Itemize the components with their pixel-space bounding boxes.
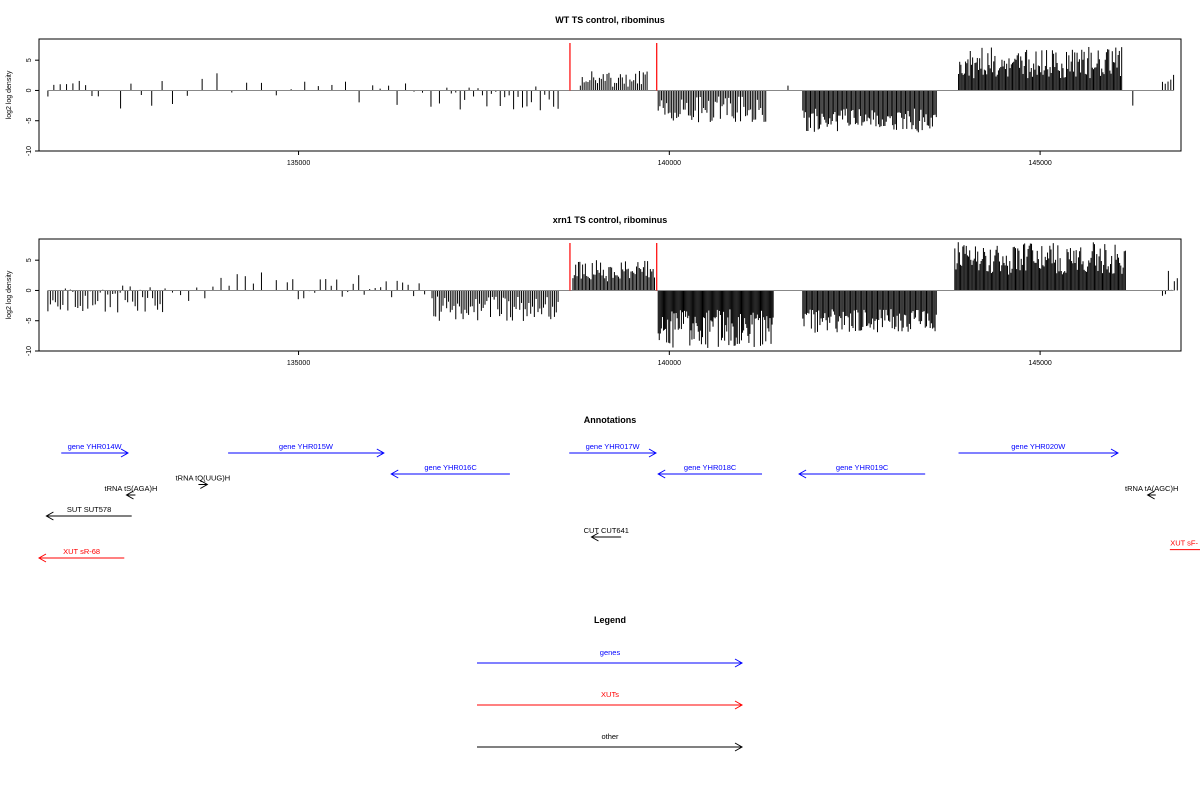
- arrowhead: [657, 469, 666, 479]
- legend-title: Legend: [594, 615, 626, 625]
- panel-xrn1-y-axis: -10 -5 0 5: [26, 258, 39, 356]
- arrowhead: [648, 448, 657, 458]
- legend-label: other: [601, 732, 619, 741]
- panel-xrn1-x-axis: 135000 140000 145000: [287, 351, 1052, 367]
- x-tick-label: 135000: [287, 160, 310, 167]
- arrowhead: [125, 490, 134, 500]
- legend-label: genes: [600, 648, 621, 657]
- x-tick-label: 145000: [1028, 360, 1051, 367]
- legend: Legend genes XUTs other: [477, 615, 744, 752]
- y-tick-label: 5: [26, 258, 33, 262]
- annotation-feature: XUT sF-: [1169, 539, 1200, 551]
- annotation-feature: gene YHR015W: [228, 442, 385, 458]
- annotation-feature: tRNA tS(AGA)H: [104, 484, 157, 500]
- feature-label: CUT CUT641: [584, 526, 629, 535]
- arrowhead: [37, 553, 47, 563]
- arrowhead: [376, 448, 385, 458]
- arrowhead: [798, 469, 807, 479]
- feature-label: gene YHR015W: [279, 442, 334, 451]
- annotation-feature: SUT SUT578: [45, 505, 132, 521]
- y-tick-label: -10: [26, 146, 33, 156]
- y-tick-label: -5: [26, 318, 33, 324]
- y-tick-label: 0: [26, 88, 33, 92]
- panel-xrn1-highlight-lines: [569, 243, 658, 291]
- annotation-feature: CUT CUT641: [584, 526, 629, 542]
- annotation-feature: gene YHR014W: [61, 442, 129, 458]
- annotation-features: gene YHR014W gene YHR015W gene YHR016C gene…: [37, 442, 1200, 563]
- y-tick-label: -5: [26, 118, 33, 124]
- y-tick-label: -10: [26, 346, 33, 356]
- arrowhead: [200, 480, 209, 489]
- annotations-title: Annotations: [584, 415, 637, 425]
- annotation-feature: gene YHR016C: [390, 463, 510, 479]
- arrowhead: [1146, 490, 1155, 500]
- feature-label: gene YHR014W: [68, 442, 123, 451]
- panel-xrn1-bars: [47, 242, 1178, 348]
- legend-arrowhead: [734, 658, 744, 668]
- annotation-feature: tRNA tA(AGC)H: [1125, 484, 1178, 500]
- annotations-panel: Annotations gene YHR014W gene YHR015Wgene…: [37, 415, 1200, 563]
- panel-wt: WT TS control, ribominus log2 log densit…: [6, 15, 1182, 167]
- feature-label: tRNA tQ(UUG)H: [176, 474, 231, 483]
- feature-label: gene YHR017W: [586, 442, 641, 451]
- legend-entry: XUTs: [477, 690, 744, 710]
- x-tick-label: 140000: [658, 360, 681, 367]
- feature-label: gene YHR020W: [1011, 442, 1066, 451]
- annotation-feature: XUT sR-68: [37, 547, 125, 563]
- feature-label: XUT sF-: [1170, 539, 1198, 548]
- annotation-feature: gene YHR017W: [569, 442, 657, 458]
- feature-label: XUT sR-68: [63, 547, 100, 556]
- arrowhead: [120, 448, 129, 458]
- panel-xrn1-title: xrn1 TS control, ribominus: [553, 215, 668, 225]
- feature-label: tRNA tS(AGA)H: [104, 484, 157, 493]
- panel-xrn1: xrn1 TS control, ribominus log2 log dens…: [6, 215, 1182, 367]
- y-tick-label: 5: [26, 58, 33, 62]
- arrowhead: [590, 532, 599, 542]
- arrowhead: [1110, 448, 1119, 458]
- legend-entry: other: [477, 732, 744, 752]
- feature-label: gene YHR016C: [424, 463, 477, 472]
- feature-label: gene YHR019C: [836, 463, 889, 472]
- panel-xrn1-ylabel: log2 log density: [6, 270, 13, 319]
- legend-label: XUTs: [601, 690, 619, 699]
- panel-wt-x-axis: 135000 140000 145000: [287, 151, 1052, 167]
- annotation-feature: gene YHR019C: [798, 463, 926, 479]
- panel-wt-highlight-lines: [569, 43, 658, 91]
- annotation-feature: gene YHR018C: [657, 463, 763, 479]
- x-tick-label: 135000: [287, 360, 310, 367]
- x-tick-label: 145000: [1028, 160, 1051, 167]
- feature-label: gene YHR018C: [684, 463, 737, 472]
- legend-arrowhead: [734, 742, 744, 752]
- legend-entries: genes XUTs other: [477, 648, 744, 752]
- panel-xrn1-frame: [38, 238, 1182, 352]
- panel-wt-title: WT TS control, ribominus: [555, 15, 665, 25]
- panel-wt-bars: [47, 46, 1175, 133]
- panel-wt-y-axis: -10 -5 0 5: [26, 58, 39, 156]
- annotation-feature: tRNA tQ(UUG)H: [176, 474, 231, 489]
- arrowhead: [45, 511, 54, 521]
- feature-label: SUT SUT578: [67, 505, 111, 514]
- y-tick-label: 0: [26, 288, 33, 292]
- panel-wt-frame: [38, 38, 1182, 152]
- feature-label: tRNA tA(AGC)H: [1125, 484, 1178, 493]
- arrowhead: [390, 469, 399, 479]
- panel-wt-ylabel: log2 log density: [6, 70, 13, 119]
- x-tick-label: 140000: [658, 160, 681, 167]
- legend-arrowhead: [734, 700, 744, 710]
- annotation-feature: gene YHR020W: [958, 442, 1119, 458]
- legend-entry: genes: [477, 648, 744, 668]
